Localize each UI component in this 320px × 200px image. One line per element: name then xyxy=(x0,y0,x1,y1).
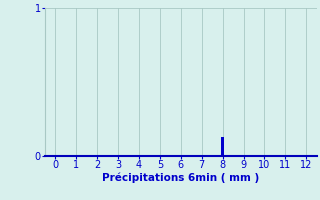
X-axis label: Précipitations 6min ( mm ): Précipitations 6min ( mm ) xyxy=(102,173,260,183)
Bar xyxy=(221,137,224,156)
